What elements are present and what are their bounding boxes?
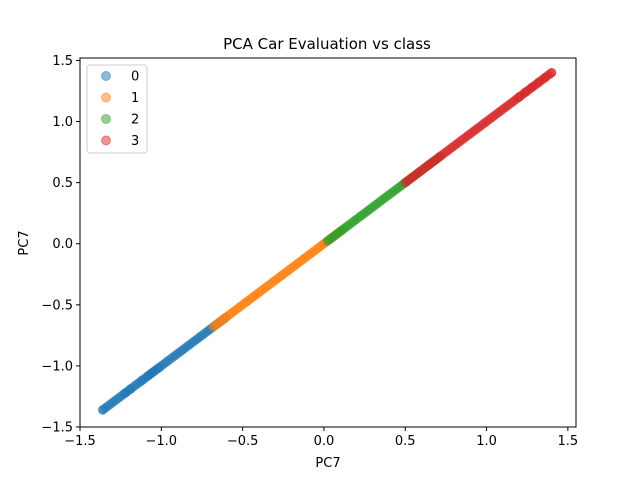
x-tick-label: 0.0 bbox=[314, 434, 335, 449]
legend-label-0: 0 bbox=[131, 70, 139, 85]
x-tick-label: 1.5 bbox=[558, 434, 579, 449]
point-series-3 bbox=[514, 92, 524, 102]
x-tick-label: −0.5 bbox=[227, 434, 259, 449]
y-tick-label: −1.5 bbox=[41, 421, 73, 436]
legend-box bbox=[86, 64, 148, 154]
y-tick-label: −1.0 bbox=[41, 359, 73, 374]
legend-marker-3 bbox=[101, 135, 111, 146]
legend: 0 1 2 3 bbox=[86, 64, 148, 154]
point-series-0 bbox=[98, 405, 108, 415]
chart-title: PCA Car Evaluation vs class bbox=[223, 35, 431, 53]
legend-marker-0 bbox=[101, 71, 111, 81]
y-tick-label: 0.0 bbox=[52, 237, 73, 252]
series-3 bbox=[400, 67, 557, 188]
y-tick-label: −0.5 bbox=[41, 298, 73, 313]
legend-marker-1 bbox=[101, 92, 111, 103]
legend-label-1: 1 bbox=[131, 91, 139, 106]
x-axis: −1.5 −1.0 −0.5 0.0 0.5 1.0 1.5 bbox=[64, 427, 578, 449]
legend-label-3: 3 bbox=[131, 134, 139, 149]
point-series-0 bbox=[125, 384, 136, 394]
point-series-3 bbox=[540, 72, 550, 83]
y-tick-label: 0.5 bbox=[52, 176, 73, 191]
point-series-0 bbox=[153, 363, 163, 374]
y-tick-label: 1.5 bbox=[52, 54, 73, 69]
x-axis-label: PC7 bbox=[315, 456, 340, 471]
point-series-3 bbox=[533, 77, 544, 88]
x-tick-label: 0.5 bbox=[395, 434, 416, 449]
y-tick-label: 1.0 bbox=[52, 115, 73, 130]
legend-marker-2 bbox=[101, 114, 111, 124]
point-series-3 bbox=[520, 87, 531, 97]
plot-frame bbox=[79, 57, 577, 428]
y-axis: −1.5 −1.0 −0.5 0.0 0.5 1.0 1.5 bbox=[41, 54, 80, 436]
point-series-0 bbox=[137, 375, 147, 386]
point-series-3 bbox=[546, 67, 557, 78]
x-tick-label: 1.0 bbox=[476, 434, 497, 449]
legend-label-2: 2 bbox=[131, 113, 139, 128]
y-axis-label: PC7 bbox=[17, 230, 32, 255]
point-series-3 bbox=[527, 82, 537, 93]
x-tick-label: −1.5 bbox=[64, 434, 96, 449]
points-layer bbox=[98, 67, 557, 415]
x-tick-label: −1.0 bbox=[146, 434, 178, 449]
